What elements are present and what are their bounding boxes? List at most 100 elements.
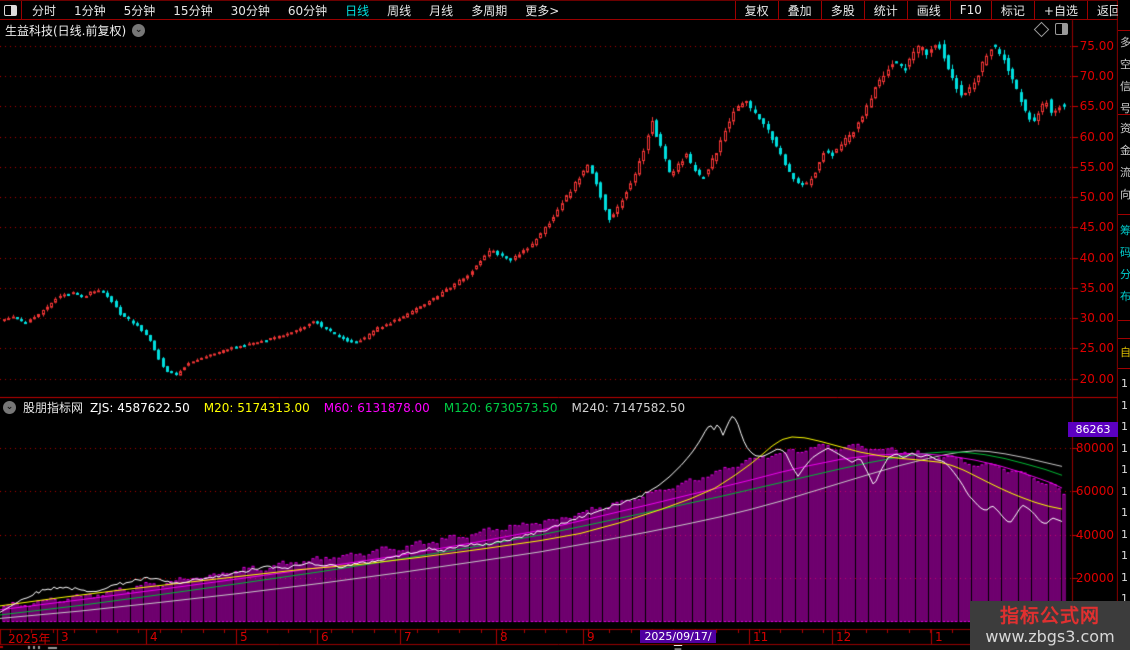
layout-toggle-button[interactable] (0, 0, 22, 20)
period-item-30分钟[interactable]: 30分钟 (230, 3, 270, 18)
period-item-1分钟[interactable]: 1分钟 (74, 3, 106, 18)
price-tick-65.00: 65.00 (1079, 99, 1114, 114)
sidebar-number: 1 (1121, 377, 1128, 390)
tool-item-多股[interactable]: 多股 (820, 1, 864, 19)
split-panel-icon[interactable] (1055, 23, 1068, 35)
chevron-down-icon[interactable]: ⌄ (3, 401, 16, 414)
sidebar-divider (1118, 30, 1130, 31)
period-item-日线[interactable]: 日线 (345, 3, 370, 18)
month-label-6: 6 (321, 630, 329, 644)
watermark-box: 指标公式网 www.zbgs3.com (970, 601, 1130, 650)
right-sidebar-strip[interactable]: 多空信号资金流向筹码分布自 1 1 1 1 1 1 1 1 1 1 1 (1118, 0, 1130, 650)
page-title: 生益科技(日线.前复权) (5, 24, 127, 38)
sidebar-glyph: 资 (1120, 122, 1130, 135)
sidebar-divider (1118, 320, 1130, 321)
latest-value-badge: 86263 (1068, 422, 1118, 437)
month-label-12: 12 (836, 630, 852, 644)
month-label-3: 3 (61, 630, 69, 644)
sidebar-glyph: 信 (1120, 80, 1130, 93)
period-item-月线[interactable]: 月线 (429, 3, 454, 18)
panes-icon (4, 4, 17, 16)
month-label-5: 5 (240, 630, 248, 644)
sidebar-glyph: 金 (1120, 144, 1130, 157)
watermark-title: 指标公式网 (999, 605, 1100, 627)
price-tick-45.00: 45.00 (1079, 220, 1114, 235)
indicator-header: ⌄ 股朋指标网 ZJS: 4587622.50 M20: 5174313.00 M6… (3, 399, 685, 416)
indicator-tick-60000: 60000 (1075, 484, 1114, 499)
highlighted-date: 2025/09/17/三 (640, 630, 716, 650)
period-menu: 分时 1分钟 5分钟 15分钟 30分钟 60分钟 日线 周线 月线 多周期 更多> (32, 2, 559, 19)
period-item-分时[interactable]: 分时 (32, 3, 57, 18)
period-item-更多>[interactable]: 更多> (525, 3, 560, 18)
sidebar-glyph: 向 (1120, 188, 1130, 201)
tool-item-叠加[interactable]: 叠加 (777, 1, 821, 19)
sidebar-number: 1 (1121, 549, 1128, 562)
price-tick-55.00: 55.00 (1079, 159, 1114, 174)
tool-item-返回[interactable]: 返回 (1086, 1, 1130, 19)
sidebar-number: 1 (1121, 506, 1128, 519)
sidebar-glyph-highlight: 自 (1120, 346, 1130, 359)
sidebar-glyph: 筹 (1120, 224, 1130, 237)
sidebar-divider (1118, 368, 1130, 369)
month-label-1: 1 (935, 630, 943, 644)
top-toolbar: 分时 1分钟 5分钟 15分钟 30分钟 60分钟 日线 周线 月线 多周期 更多> 复权 叠加 多股统… (0, 0, 1130, 20)
sidebar-glyph: 流 (1120, 166, 1130, 179)
tool-item-画线[interactable]: 画线 (906, 1, 950, 19)
sidebar-glyph: 布 (1120, 290, 1130, 303)
indicator-value-ZJS: ZJS: 4587622.50 (90, 400, 190, 415)
indicator-name: 股朋指标网 (23, 401, 84, 415)
tool-item-+自选[interactable]: +自选 (1033, 1, 1087, 19)
price-tick-50.00: 50.00 (1079, 190, 1114, 205)
sidebar-divider (1118, 114, 1130, 115)
sidebar-number: 1 (1121, 398, 1128, 412)
indicator-tick-40000: 40000 (1075, 527, 1114, 542)
sidebar-divider (1118, 338, 1130, 339)
sidebar-number: 1 (1121, 484, 1128, 498)
diamond-icon[interactable] (1033, 21, 1050, 37)
indicator-value-M20: M20: 5174313.00 (203, 400, 310, 415)
chevron-down-icon[interactable]: ⌄ (132, 24, 146, 37)
indicator-tick-80000: 80000 (1075, 441, 1114, 456)
month-label-9: 9 (587, 630, 595, 644)
chart-title-row: 生益科技(日线.前复权) ⌄ (5, 22, 146, 39)
price-tick-40.00: 40.00 (1079, 250, 1114, 265)
watermark-url: www.zbgs3.com (985, 627, 1115, 646)
price-tick-25.00: 25.00 (1079, 341, 1114, 356)
period-item-15分钟[interactable]: 15分钟 (173, 3, 213, 18)
sidebar-divider (1118, 214, 1130, 215)
sidebar-number: 1 (1121, 570, 1128, 584)
sidebar-glyph: 分 (1120, 268, 1130, 281)
tool-item-标记[interactable]: 标记 (990, 1, 1034, 19)
month-label-7: 7 (404, 630, 412, 644)
sidebar-glyph: 码 (1120, 246, 1130, 259)
sidebar-number: 1 (1121, 527, 1128, 541)
month-label-11: 11 (753, 630, 769, 644)
price-tick-75.00: 75.00 (1079, 39, 1114, 53)
period-item-60分钟[interactable]: 60分钟 (287, 3, 328, 18)
month-label-4: 4 (150, 630, 158, 644)
tool-item-统计[interactable]: 统计 (863, 1, 907, 19)
indicator-value-M60: M60: 6131878.00 (323, 400, 430, 415)
price-tick-70.00: 70.00 (1079, 69, 1114, 84)
period-item-5分钟[interactable]: 5分钟 (123, 3, 156, 18)
sidebar-glyph: 号 (1120, 102, 1130, 115)
period-item-多周期[interactable]: 多周期 (471, 3, 508, 18)
sidebar-glyph: 多 (1120, 36, 1130, 49)
year-label: 2025年 (8, 632, 51, 646)
sidebar-number: 1 (1121, 463, 1128, 476)
tool-item-F10[interactable]: F10 (949, 1, 991, 19)
month-label-8: 8 (500, 630, 508, 644)
tool-item-复权[interactable]: 复权 (734, 1, 778, 19)
panel-corner-icons (1033, 21, 1068, 37)
tools-menu: 复权 叠加 多股 统计 画线 F10 标记 +自选 返回 (734, 1, 1130, 19)
period-item-周线[interactable]: 周线 (387, 3, 412, 18)
indicator-value-M120: M120: 6730573.50 (443, 400, 558, 415)
sidebar-number: 1 (1121, 441, 1128, 455)
price-tick-20.00: 20.00 (1079, 371, 1114, 386)
sidebar-number: 1 (1121, 592, 1128, 605)
price-tick-30.00: 30.00 (1079, 311, 1114, 326)
indicator-values: ZJS: 4587622.50 M20: 5174313.00 M60: 61318… (90, 401, 685, 415)
indicator-value-M240: M240: 7147582.50 (571, 400, 686, 415)
